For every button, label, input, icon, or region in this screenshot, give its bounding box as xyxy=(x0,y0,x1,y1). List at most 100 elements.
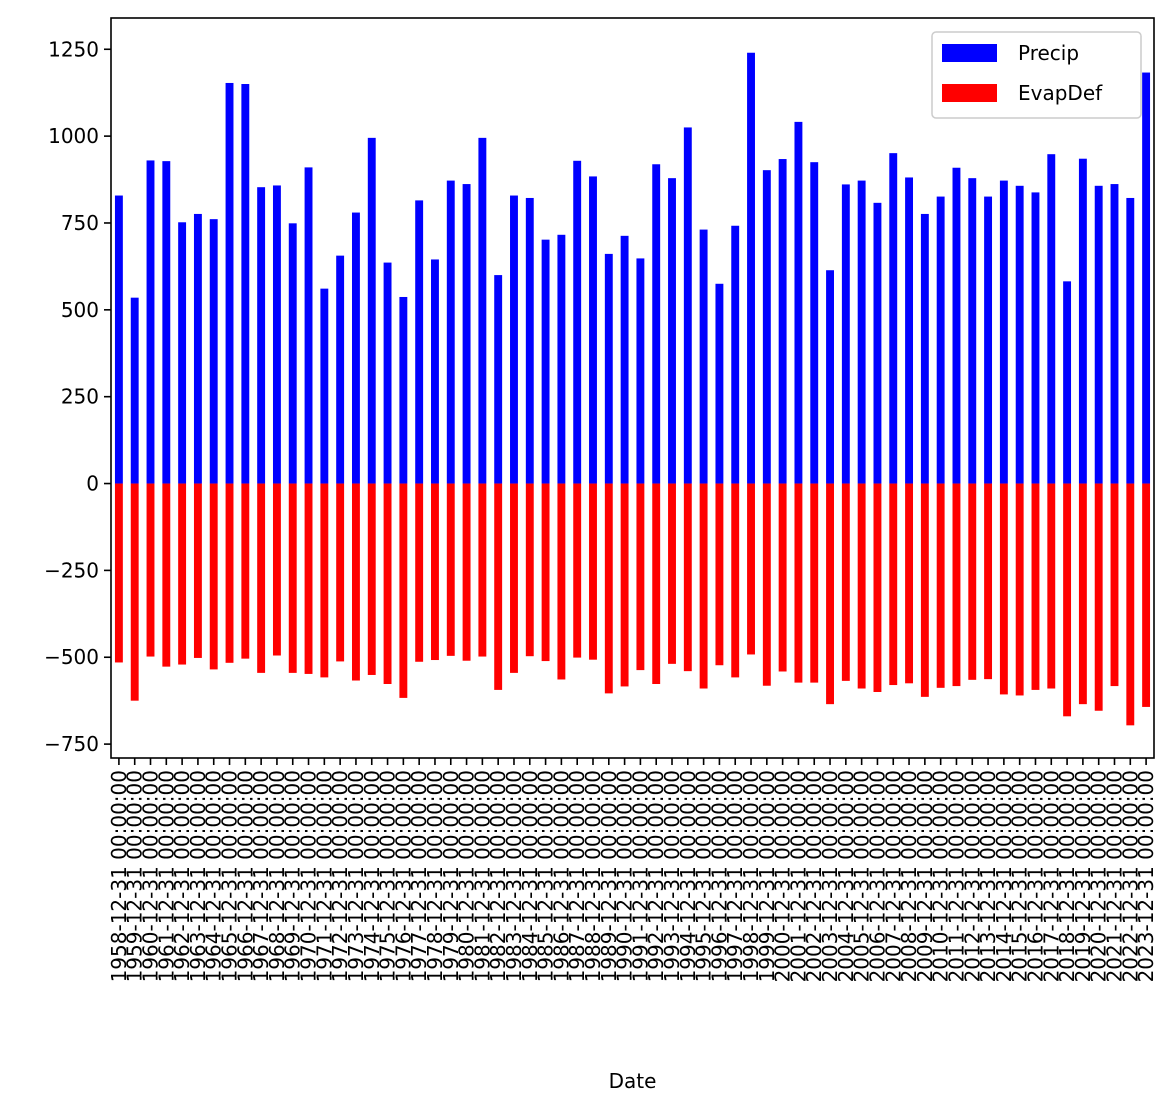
x-tick-label: 2021-12-31 00:00:00 xyxy=(1102,770,1126,982)
bar-precip-40 xyxy=(747,52,755,484)
x-tick-label: 1988-12-31 00:00:00 xyxy=(581,770,605,982)
bar-evapdef-8 xyxy=(241,483,250,659)
bar-evapdef-26 xyxy=(525,483,534,657)
y-tick-label: 500 xyxy=(61,298,99,322)
bar-evapdef-31 xyxy=(604,483,613,694)
y-tick-label: 250 xyxy=(61,385,99,409)
bar-precip-19 xyxy=(415,200,424,484)
bar-precip-58 xyxy=(1031,192,1040,484)
bar-evapdef-51 xyxy=(920,483,929,697)
bar-evapdef-18 xyxy=(399,483,408,698)
x-tick-label: 1961-12-31 00:00:00 xyxy=(154,770,178,982)
bar-evapdef-48 xyxy=(873,483,882,692)
bar-precip-56 xyxy=(999,180,1008,484)
y-tick-label: −250 xyxy=(44,558,99,582)
x-tick-label: 1998-12-31 00:00:00 xyxy=(739,770,763,982)
x-tick-label: 1967-12-31 00:00:00 xyxy=(249,770,273,982)
bar-evapdef-24 xyxy=(494,483,503,690)
x-tick-label: 2006-12-31 00:00:00 xyxy=(865,770,889,982)
bar-evapdef-28 xyxy=(557,483,566,680)
bar-evapdef-62 xyxy=(1094,483,1103,711)
bar-evapdef-33 xyxy=(636,483,645,671)
bar-precip-8 xyxy=(241,84,250,484)
bar-evapdef-43 xyxy=(794,483,803,683)
bar-evapdef-10 xyxy=(272,483,281,656)
bar-evapdef-32 xyxy=(620,483,629,687)
bar-evapdef-64 xyxy=(1126,483,1135,726)
x-tick-label: 2022-12-31 00:00:00 xyxy=(1118,770,1142,982)
bar-precip-1 xyxy=(130,297,139,484)
x-tick-label: 2012-12-31 00:00:00 xyxy=(960,770,984,982)
bar-evapdef-16 xyxy=(367,483,376,675)
bar-precip-27 xyxy=(541,239,550,484)
x-tick-label: 2015-12-31 00:00:00 xyxy=(1008,770,1032,982)
bar-precip-63 xyxy=(1110,184,1119,484)
bar-evapdef-36 xyxy=(683,483,692,672)
bar-precip-0 xyxy=(114,195,123,484)
bar-precip-7 xyxy=(225,82,234,484)
bar-precip-9 xyxy=(257,187,266,484)
x-tick-label: 1975-12-31 00:00:00 xyxy=(376,770,400,982)
x-tick-label: 1979-12-31 00:00:00 xyxy=(439,770,463,982)
x-tick-label: 1965-12-31 00:00:00 xyxy=(218,770,242,982)
bar-precip-39 xyxy=(731,225,740,484)
y-tick-label: 0 xyxy=(86,472,99,496)
bar-precip-36 xyxy=(683,127,692,484)
bar-evapdef-6 xyxy=(209,483,218,670)
bar-evapdef-57 xyxy=(1015,483,1024,696)
bar-precip-38 xyxy=(715,283,724,484)
bar-evapdef-42 xyxy=(778,483,787,672)
x-tick-label: 2023-12-31 00:00:00 xyxy=(1134,770,1158,982)
bar-precip-60 xyxy=(1063,281,1072,484)
bar-precip-53 xyxy=(952,167,961,484)
bar-precip-22 xyxy=(462,184,471,484)
bar-precip-54 xyxy=(968,178,977,484)
x-tick-label: 1989-12-31 00:00:00 xyxy=(597,770,621,982)
x-tick-label: 1969-12-31 00:00:00 xyxy=(281,770,305,982)
bar-evapdef-63 xyxy=(1110,483,1119,687)
bar-precip-13 xyxy=(320,288,329,484)
bar-evapdef-38 xyxy=(715,483,724,666)
bar-precip-32 xyxy=(620,235,629,484)
x-tick-label: 1977-12-31 00:00:00 xyxy=(407,770,431,982)
x-tick-label: 1971-12-31 00:00:00 xyxy=(312,770,336,982)
bar-evapdef-2 xyxy=(146,483,155,657)
bar-precip-11 xyxy=(288,223,297,484)
x-tick-label: 1997-12-31 00:00:00 xyxy=(723,770,747,982)
x-tick-label: 2002-12-31 00:00:00 xyxy=(802,770,826,982)
x-tick-label: 1993-12-31 00:00:00 xyxy=(660,770,684,982)
bar-precip-42 xyxy=(778,159,787,484)
bar-precip-16 xyxy=(367,137,376,484)
bars-layer xyxy=(114,52,1151,726)
x-tick-label: 2013-12-31 00:00:00 xyxy=(976,770,1000,982)
y-tick-label: 1250 xyxy=(48,37,99,61)
x-tick-label: 2003-12-31 00:00:00 xyxy=(818,770,842,982)
bar-evapdef-29 xyxy=(573,483,582,658)
bar-evapdef-20 xyxy=(431,483,439,661)
bar-evapdef-11 xyxy=(288,483,297,673)
x-tick-label: 1995-12-31 00:00:00 xyxy=(692,770,716,982)
x-tick-label: 2000-12-31 00:00:00 xyxy=(771,770,795,982)
x-tick-label: 1970-12-31 00:00:00 xyxy=(297,770,321,982)
bar-precip-46 xyxy=(841,184,850,484)
bar-precip-6 xyxy=(209,219,218,484)
bar-precip-15 xyxy=(351,212,360,484)
bar-evapdef-55 xyxy=(984,483,993,680)
x-tick-label: 1986-12-31 00:00:00 xyxy=(549,770,573,982)
bar-precip-62 xyxy=(1094,185,1103,484)
bar-evapdef-52 xyxy=(936,483,945,688)
bar-evapdef-37 xyxy=(699,483,708,689)
x-tick-label: 1968-12-31 00:00:00 xyxy=(265,770,289,982)
legend: Precip EvapDef xyxy=(931,31,1142,119)
bar-precip-18 xyxy=(399,296,408,484)
bar-evapdef-14 xyxy=(336,483,345,662)
bar-precip-29 xyxy=(573,160,582,484)
x-tick-label: 2007-12-31 00:00:00 xyxy=(881,770,905,982)
x-tick-label: 1976-12-31 00:00:00 xyxy=(391,770,415,982)
bar-precip-44 xyxy=(810,162,819,484)
bar-evapdef-7 xyxy=(225,483,234,663)
x-tick-label: 2010-12-31 00:00:00 xyxy=(929,770,953,982)
bar-evapdef-59 xyxy=(1047,483,1056,689)
bar-evapdef-13 xyxy=(320,483,329,678)
